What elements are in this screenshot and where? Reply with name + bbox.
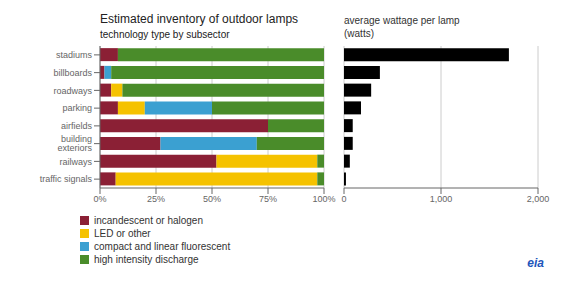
html-text:Estimated inventory of outdoor: Estimated inventory of outdoor lamps bbox=[100, 12, 299, 26]
html-text:average wattage per lamp: average wattage per lamp bbox=[344, 15, 460, 26]
svg-text:0: 0 bbox=[341, 194, 346, 204]
html-text:incandescent or halogen: incandescent or halogen bbox=[94, 215, 203, 226]
svg-text:100%: 100% bbox=[312, 194, 335, 204]
svg-text:airfields: airfields bbox=[61, 121, 93, 131]
svg-text:stadiums: stadiums bbox=[56, 50, 93, 60]
svg-text:2,000: 2,000 bbox=[527, 194, 550, 204]
svg-text:1,000: 1,000 bbox=[430, 194, 453, 204]
html-text:LED or other: LED or other bbox=[94, 228, 151, 239]
svg-text:parking: parking bbox=[62, 103, 92, 113]
svg-text:billboards: billboards bbox=[53, 68, 92, 78]
svg-text:0%: 0% bbox=[93, 194, 106, 204]
html-text:technology type by subsector: technology type by subsector bbox=[100, 29, 230, 40]
svg-text:roadways: roadways bbox=[53, 86, 92, 96]
svg-text:25%: 25% bbox=[147, 194, 165, 204]
svg-text:traffic signals: traffic signals bbox=[40, 174, 93, 184]
html-text:eia: eia bbox=[527, 256, 544, 270]
html-text:compact and linear fluorescent: compact and linear fluorescent bbox=[94, 241, 231, 252]
html-text:(watts): (watts) bbox=[344, 28, 374, 39]
html-text:high intensity discharge: high intensity discharge bbox=[94, 254, 199, 265]
svg-text:50%: 50% bbox=[203, 194, 221, 204]
svg-text:railways: railways bbox=[59, 157, 92, 167]
svg-text:75%: 75% bbox=[259, 194, 277, 204]
svg-text:buildingexteriors: buildingexteriors bbox=[57, 134, 92, 153]
